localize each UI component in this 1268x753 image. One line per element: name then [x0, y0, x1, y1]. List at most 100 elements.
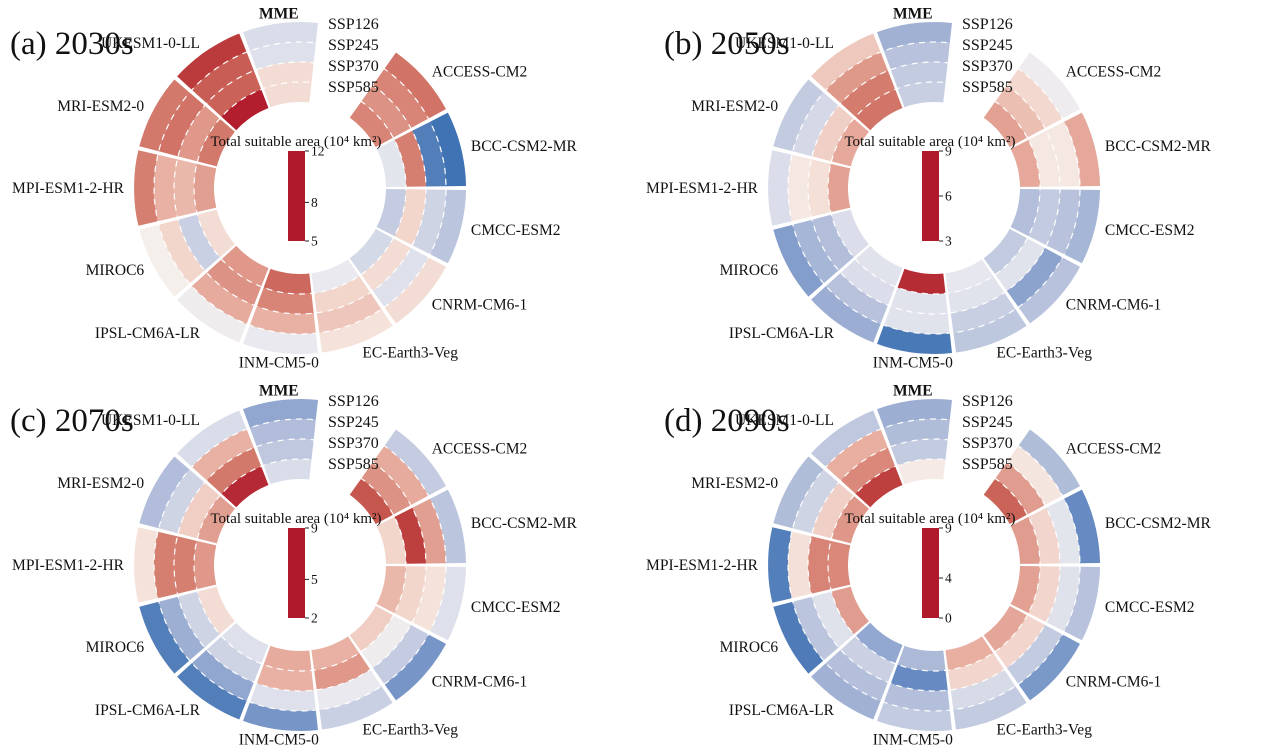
ring-cell: [430, 189, 466, 264]
ring-cell: [178, 214, 220, 271]
ring-cell: [249, 683, 316, 711]
ring-cell: [191, 52, 254, 104]
ring-cell: [316, 292, 382, 333]
ring-cell: [263, 268, 312, 294]
ring-cell: [139, 224, 190, 297]
panel-title-2090s: (d) 2090s: [664, 403, 790, 439]
ring-cell: [384, 429, 446, 496]
model-label: UKESM1-0-LL: [735, 412, 834, 429]
model-label: UKESM1-0-LL: [101, 35, 200, 52]
ring-cell: [792, 469, 839, 534]
model-label: MPI-ESM1-2-HR: [12, 180, 125, 197]
model-label: ACCESS-CM2: [1066, 63, 1162, 80]
ring-cell: [831, 586, 869, 635]
ring-cell: [372, 247, 429, 308]
ring-cell: [178, 105, 220, 162]
ring-cell: [1064, 489, 1100, 564]
ring-cell: [1018, 429, 1080, 496]
ring-separator: [787, 41, 1081, 335]
colorbar: [288, 528, 305, 618]
ring-cell: [945, 259, 994, 294]
ring-cell: [812, 591, 854, 648]
mme-label: MME: [259, 5, 299, 22]
ring-cell: [221, 466, 269, 508]
ring-cell: [1018, 52, 1080, 119]
ring-cell: [808, 159, 831, 217]
ssp-ring-label: SSP585: [962, 456, 1013, 473]
colorbar-tick-label: 5: [311, 572, 318, 587]
ring-separator: [173, 438, 427, 692]
model-label: MRI-ESM2-0: [57, 98, 144, 115]
ring-cell: [263, 82, 312, 108]
model-label: MIROC6: [720, 262, 779, 279]
model-label: CMCC-ESM2: [1105, 222, 1195, 239]
ring-cell: [983, 605, 1028, 652]
ssp-ring-label: SSP370: [962, 58, 1013, 75]
ring-cell: [197, 495, 235, 544]
model-label: BCC-CSM2-MR: [1105, 515, 1212, 532]
ring-cell: [243, 702, 318, 731]
model-label: EC-Earth3-Veg: [362, 722, 458, 739]
colorbar-title: Total suitable area (10⁴ km²): [210, 134, 381, 150]
ring-cell: [221, 245, 269, 287]
ring-separator: [173, 61, 427, 315]
ring-cell: [1006, 68, 1063, 129]
ring-cell: [808, 536, 831, 594]
ring-cell: [792, 596, 839, 661]
ring-cell: [948, 276, 1005, 313]
model-label: IPSL-CM6A-LR: [95, 702, 201, 719]
ring-cell: [768, 527, 792, 603]
ring-cell: [855, 245, 903, 287]
colorbar-tick-label: 0: [945, 611, 952, 626]
ring-cell: [319, 309, 393, 353]
ring-cell: [430, 112, 466, 187]
ssp-ring-label: SSP370: [328, 58, 379, 75]
ring-cell: [983, 228, 1028, 275]
ring-cell: [773, 601, 824, 674]
ring-cell: [174, 159, 197, 217]
ring-cell: [855, 89, 903, 131]
model-label: EC-Earth3-Veg: [996, 722, 1092, 739]
ring-cell: [158, 596, 205, 661]
ring-cell: [384, 634, 446, 701]
ssp-ring-label: SSP585: [328, 79, 379, 96]
ring-cell: [384, 257, 446, 324]
ring-cell: [768, 150, 792, 226]
ring-cell: [249, 42, 316, 70]
ring-cell: [361, 238, 411, 291]
model-label: MIROC6: [86, 639, 145, 656]
ring-cell: [197, 118, 235, 167]
ring-cell: [1046, 498, 1080, 564]
model-label: EC-Earth3-Veg: [996, 345, 1092, 362]
ring-cell: [256, 62, 314, 89]
ring-cell: [372, 68, 429, 129]
ring-cell: [361, 462, 411, 515]
ring-cell: [812, 105, 854, 162]
ring-cell: [788, 531, 812, 599]
colorbar-title: Total suitable area (10⁴ km²): [844, 134, 1015, 150]
ring-cell: [825, 272, 888, 324]
colorbar-title: Total suitable area (10⁴ km²): [210, 511, 381, 527]
ring-cell: [877, 22, 952, 51]
model-label: INM-CM5-0: [239, 355, 319, 372]
panel-2070s: MME ACCESS-CM2 BCC-CSM2-MR CMCC-ESM2 CNRM-CM…: [0, 377, 634, 753]
ring-cell: [178, 591, 220, 648]
ring-cell: [376, 139, 406, 187]
colorbar-tick-label: 3: [945, 234, 952, 249]
colorbar-tick-label: 6: [945, 189, 952, 204]
ssp-ring-label: SSP126: [962, 393, 1013, 410]
colorbar: [922, 528, 939, 618]
ring-cell: [191, 272, 254, 324]
ring-cell: [773, 224, 824, 297]
ring-cell: [890, 439, 948, 466]
colorbar-tick-label: 9: [945, 521, 952, 536]
ring-cell: [855, 466, 903, 508]
ssp-ring-label: SSP126: [328, 16, 379, 33]
ring-cell: [314, 276, 371, 313]
ring-cell: [319, 686, 393, 730]
model-label: IPSL-CM6A-LR: [729, 325, 835, 342]
ring-cell: [376, 566, 406, 614]
ring-cell: [877, 399, 952, 428]
model-label: BCC-CSM2-MR: [1105, 138, 1212, 155]
